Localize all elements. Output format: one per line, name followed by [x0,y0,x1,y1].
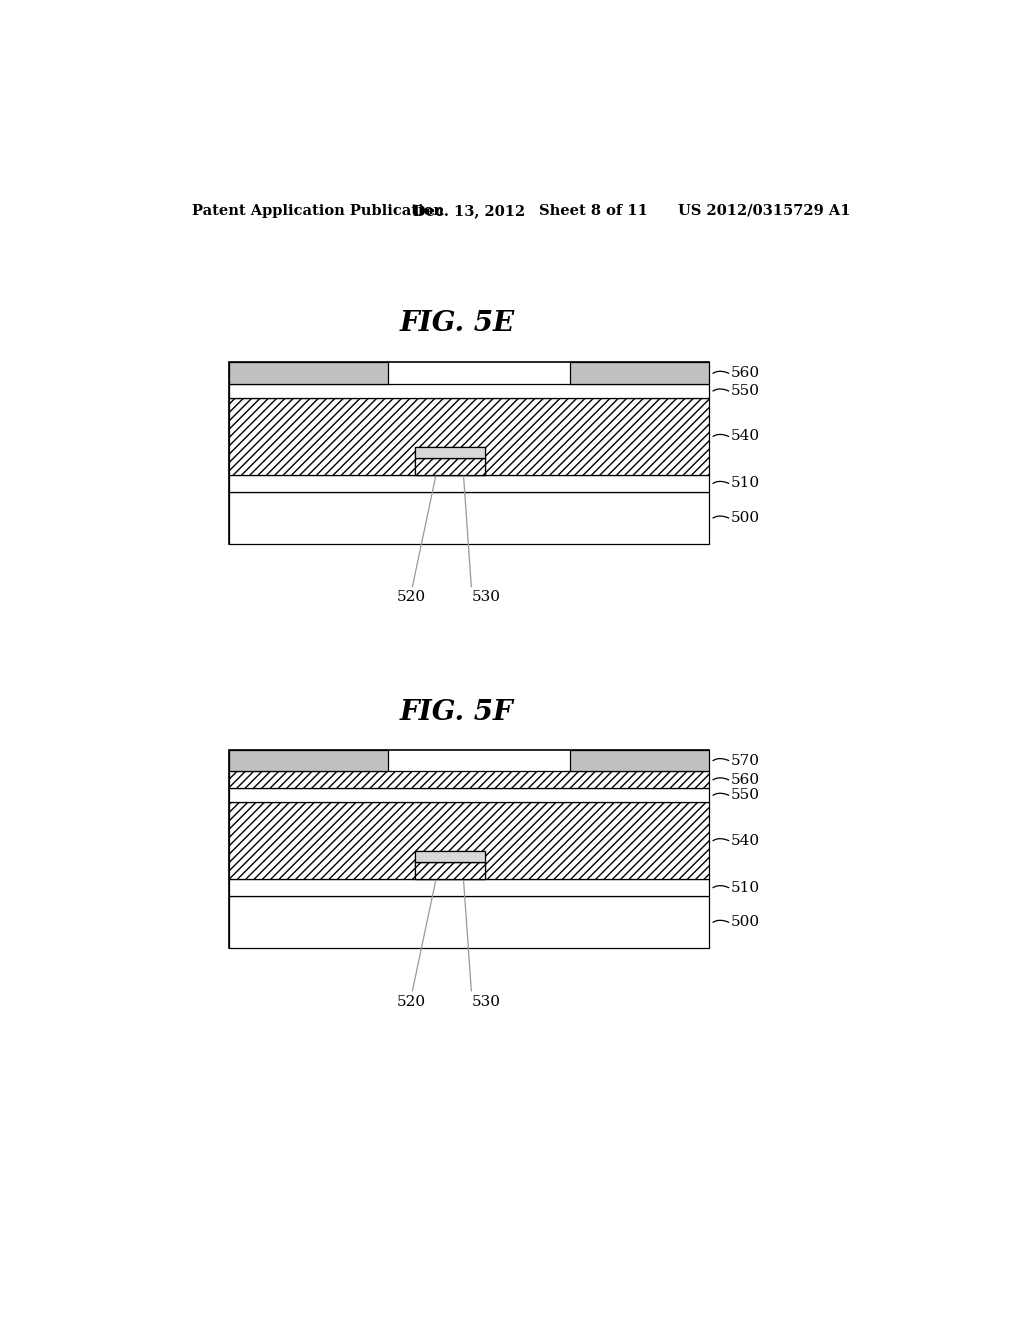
Bar [228,363,388,384]
Bar [228,475,710,492]
Text: US 2012/0315729 A1: US 2012/0315729 A1 [678,203,851,218]
Text: Dec. 13, 2012: Dec. 13, 2012 [414,203,525,218]
Bar [569,750,710,771]
Bar [228,384,710,397]
Bar [415,458,484,475]
Text: 550: 550 [731,788,760,803]
Bar [228,879,710,896]
Bar [415,862,484,879]
Text: 500: 500 [731,915,760,929]
Bar [228,750,388,771]
Text: 530: 530 [471,995,501,1008]
Bar [415,851,484,862]
Text: 570: 570 [731,754,760,767]
Bar [415,851,484,862]
Bar [415,447,484,458]
Bar [228,771,710,788]
Text: 550: 550 [731,384,760,397]
Text: 540: 540 [731,834,760,847]
Bar [228,896,710,948]
Text: 510: 510 [731,477,760,490]
Bar [228,788,710,803]
Text: 520: 520 [397,995,426,1008]
Bar [415,447,484,458]
Text: 540: 540 [731,429,760,444]
Text: 560: 560 [731,366,760,380]
Text: 530: 530 [471,590,501,605]
Text: 510: 510 [731,880,760,895]
Text: FIG. 5F: FIG. 5F [399,700,513,726]
Text: Sheet 8 of 11: Sheet 8 of 11 [539,203,647,218]
Bar [228,363,710,544]
Text: 520: 520 [397,590,426,605]
Bar [228,803,710,879]
Bar [415,862,484,879]
Bar [415,458,484,475]
Text: Patent Application Publication: Patent Application Publication [191,203,443,218]
Bar [569,363,710,384]
Bar [228,750,710,948]
Text: FIG. 5E: FIG. 5E [399,310,514,338]
Bar [228,397,710,475]
Text: 560: 560 [731,772,760,787]
Bar [228,492,710,544]
Text: 500: 500 [731,511,760,525]
